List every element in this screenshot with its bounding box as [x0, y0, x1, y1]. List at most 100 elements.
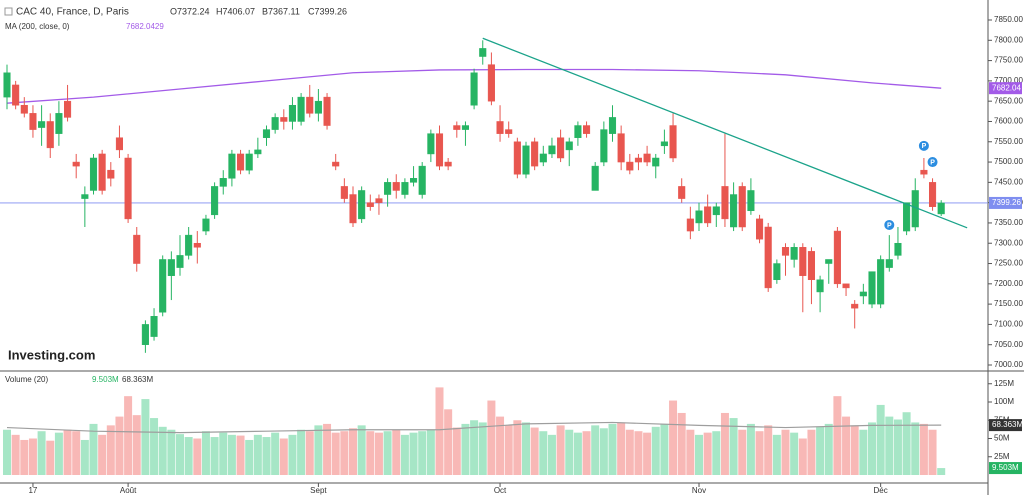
value-box-label: 7399.26: [992, 198, 1021, 207]
volume-bar: [279, 438, 288, 475]
y-tick-label: 7050.00: [994, 340, 1023, 349]
candle-body: [652, 157, 660, 167]
volume-bar: [565, 429, 574, 475]
volume-tick-label: 100M: [994, 397, 1014, 406]
candle-body: [807, 251, 816, 281]
candle-body: [868, 271, 876, 305]
candle-body: [505, 129, 513, 134]
candle-body: [522, 145, 530, 175]
volume-tick-label: 125M: [994, 379, 1014, 388]
volume-bar: [937, 468, 946, 475]
y-tick-label: 7850.00: [994, 15, 1023, 24]
candle-body: [427, 133, 435, 155]
y-tick-label: 7550.00: [994, 137, 1023, 146]
volume-bar: [400, 434, 409, 475]
candle-body: [193, 242, 201, 248]
pivot-label: P: [887, 222, 892, 229]
candle-body: [583, 125, 591, 134]
candle-body: [600, 129, 608, 163]
candle-body: [894, 242, 902, 256]
candle-body: [211, 186, 219, 216]
volume-bar: [461, 423, 470, 475]
candle-body: [297, 96, 305, 122]
y-tick-label: 7200.00: [994, 279, 1023, 288]
volume-bar: [720, 412, 729, 475]
volume-bar: [435, 387, 444, 475]
candle-body: [626, 161, 634, 171]
volume-bar: [124, 396, 133, 475]
volume-bar: [158, 426, 167, 475]
ma-value: 7682.0429: [126, 22, 164, 31]
volume-bar: [617, 422, 626, 475]
candle-body: [842, 283, 850, 289]
candle-body: [115, 137, 124, 151]
candle-body: [392, 182, 400, 191]
value-box: [989, 196, 1022, 209]
candle-body: [764, 226, 772, 289]
volume-bar: [686, 429, 695, 475]
volume-bar: [911, 422, 920, 475]
volume-bar: [288, 434, 297, 475]
volume-bar: [106, 425, 115, 475]
candle-body: [470, 72, 478, 106]
candle-body: [747, 190, 755, 212]
volume-bar: [530, 427, 539, 475]
volume-bar: [573, 432, 582, 475]
volume-bar: [608, 423, 617, 475]
volume-bar: [850, 425, 859, 475]
candle-body: [228, 153, 236, 179]
candle-body: [920, 169, 928, 175]
candle-body: [159, 259, 167, 313]
candle-body: [453, 125, 461, 130]
y-tick-label: 7450.00: [994, 177, 1023, 186]
candle-body: [107, 169, 115, 179]
candle-body: [375, 198, 383, 203]
candle-body: [314, 100, 322, 114]
volume-value: 9.503M: [92, 375, 119, 384]
candle-body: [81, 194, 89, 199]
value-box-label: 9.503M: [992, 463, 1019, 472]
volume-bar: [816, 426, 825, 475]
candle-body: [643, 153, 651, 163]
pivot-marker: [927, 157, 938, 168]
candle-body: [306, 96, 314, 114]
candle-body: [548, 145, 556, 155]
volume-bar: [323, 423, 332, 475]
candle-body: [141, 324, 149, 345]
candle-body: [721, 186, 729, 220]
candle-body: [332, 161, 340, 167]
volume-tick-label: 50M: [994, 434, 1010, 443]
y-tick-label: 7650.00: [994, 96, 1023, 105]
candle-body: [678, 186, 686, 199]
candle-body: [565, 141, 573, 151]
value-box-label: 7682.04: [992, 83, 1021, 92]
candle-body: [418, 165, 426, 195]
volume-bar: [305, 431, 314, 475]
candle-body: [358, 190, 366, 220]
volume-bar: [522, 422, 530, 475]
y-tick-label: 7600.00: [994, 117, 1023, 126]
chart-title: CAC 40, France, D, Paris: [16, 7, 129, 18]
candle-body: [219, 178, 227, 187]
volume-bar: [54, 432, 63, 475]
x-tick-label: Oct: [494, 486, 507, 495]
y-tick-label: 7100.00: [994, 320, 1023, 329]
volume-bar: [859, 429, 868, 475]
volume-bar: [902, 412, 911, 475]
candle-body: [513, 141, 521, 175]
candle-body: [557, 137, 565, 159]
volume-bar: [253, 434, 262, 475]
candle-body: [929, 182, 937, 207]
volume-bar: [703, 432, 712, 475]
candle-body: [756, 218, 764, 240]
volume-bar: [374, 432, 383, 475]
ohlc: C7399.26: [308, 6, 347, 16]
candle-body: [773, 263, 781, 281]
volume-bar: [132, 415, 141, 475]
volume-bar: [383, 431, 392, 475]
volume-bar: [340, 431, 349, 475]
candle-body: [738, 186, 746, 228]
candle-body: [816, 279, 824, 293]
candle-body: [237, 153, 245, 171]
